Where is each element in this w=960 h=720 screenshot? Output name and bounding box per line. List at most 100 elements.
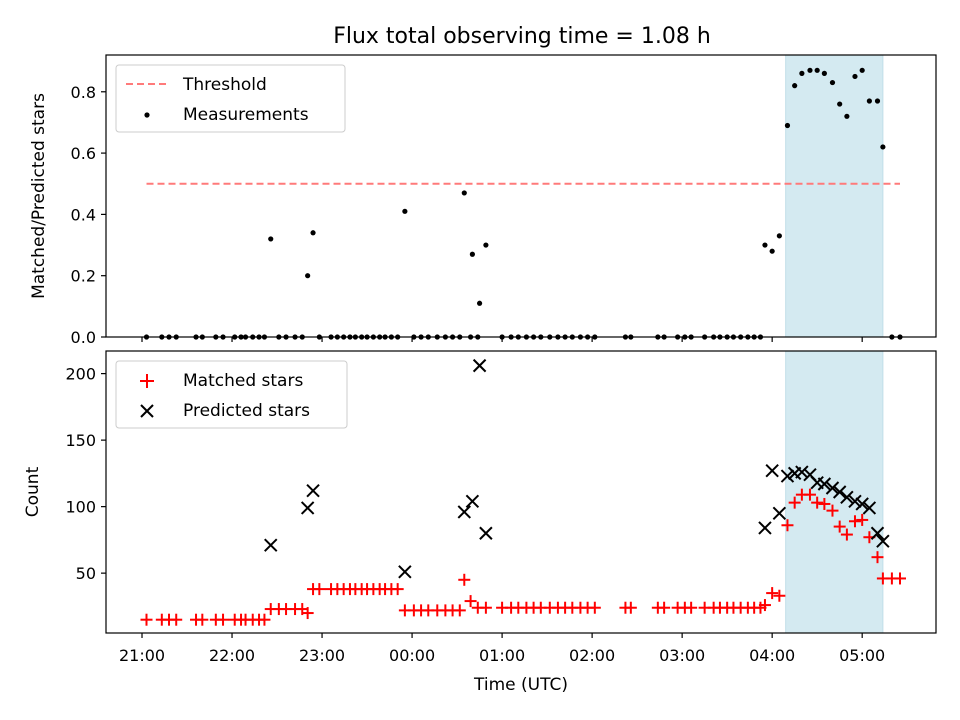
bottom-shade-layer (785, 350, 884, 634)
predicted-star-point-b (855, 497, 869, 511)
matched-star-point (391, 583, 404, 596)
measurement-point (776, 233, 782, 239)
x-tick-label: 22:00 (209, 646, 255, 665)
measurement-point (483, 242, 489, 248)
bottom-legend-box (115, 360, 348, 429)
measurement-point (866, 98, 872, 104)
predicted-star-point-b (862, 501, 877, 515)
measurement-point (268, 236, 274, 242)
matched-star-point (624, 601, 637, 614)
predicted-star-point (870, 526, 885, 540)
x-tick-label: 23:00 (299, 646, 345, 665)
measurement-point (814, 67, 820, 73)
legend-predicted-label: Predicted stars (183, 401, 310, 421)
predicted-star-point (758, 521, 772, 535)
bottom-axes-frame (105, 350, 937, 634)
predicted-star-point (840, 490, 854, 505)
matched-star-point (464, 595, 477, 608)
predicted-star-point-b (832, 485, 847, 499)
legend-threshold-label: Threshold (182, 75, 267, 95)
matched-star-point (818, 497, 831, 510)
matched-star-point (458, 573, 471, 586)
top-y-tick-label: 0.0 (71, 328, 96, 347)
predicted-star-point-b (825, 481, 840, 495)
predicted-star-point-b (300, 501, 315, 515)
top-y-axis: 0.0 0.2 0.4 0.6 0.8 (71, 83, 863, 347)
measurement-point (852, 73, 858, 80)
predicted-star-point (300, 501, 315, 515)
matched-star-point (766, 587, 779, 600)
predicted-star-point (472, 358, 487, 373)
predicted-star-point-b (870, 526, 885, 540)
bottom-axes-ticks: 50 100 150 200 21:00 22:00 23:00 00:00 01:00 02:0… (65, 365, 885, 665)
measurement-point (807, 67, 813, 73)
bottom-y-tick-label: 200 (65, 365, 96, 384)
matched-star-point (811, 496, 824, 509)
top-y-axis-label: Matched/Predicted stars (29, 93, 49, 299)
top-y-tick-label: 0.6 (71, 144, 96, 163)
matched-star-point (803, 488, 816, 501)
matched-star-point (848, 515, 861, 528)
matched-star-point (833, 520, 846, 533)
predicted-star-point-b (817, 477, 832, 491)
predicted-star-point (264, 538, 278, 552)
top-shade-layer (785, 54, 884, 338)
predicted-star-point (817, 477, 832, 491)
predicted-star-point (876, 534, 890, 548)
x-tick-label: 01:00 (479, 646, 525, 665)
matched-star-point (773, 589, 786, 602)
matched-star-point (453, 604, 466, 617)
top-axes-frame (105, 54, 937, 338)
chart-title: Flux total observing time = 1.08 h (333, 24, 711, 49)
x-tick-label: 00:00 (389, 646, 435, 665)
bottom-y-tick-label: 150 (65, 431, 96, 450)
x-tick-label: 04:00 (749, 646, 795, 665)
bottom-observing-span (785, 350, 884, 634)
matched-star-point (658, 601, 671, 614)
measurement-point (476, 300, 483, 306)
matched-star-point (685, 601, 698, 614)
predicted-star-point-b (264, 538, 278, 552)
matched-star-point (258, 613, 271, 626)
predicted-star-point-b (465, 494, 480, 509)
legend-predicted-swatch (140, 404, 154, 418)
legend-measurements-swatch (144, 112, 150, 118)
predicted-star-point (306, 483, 320, 498)
predicted-star-point-b (479, 526, 493, 540)
matched-star-point (313, 583, 326, 596)
measurement-point (305, 273, 311, 279)
matched-star-point (840, 528, 853, 541)
predicted-star-point (772, 506, 787, 520)
measurement-point (402, 208, 408, 214)
matched-star-point (826, 504, 839, 517)
measurement-point (762, 242, 768, 248)
matched-star-point (217, 613, 230, 626)
matched-star-point (479, 601, 492, 614)
predicted-star-point-b (472, 358, 487, 373)
predicted-star-point-b (876, 534, 890, 548)
predicted-star-point-b (810, 475, 824, 490)
matched-star-point (893, 572, 906, 585)
measurement-point (821, 70, 827, 76)
measurement-point (310, 230, 316, 236)
matched-star-point (781, 519, 794, 532)
x-tick-label: 05:00 (839, 646, 885, 665)
predicted-star-point-b (306, 483, 320, 498)
predicted-star-point-b (803, 468, 817, 482)
matched-star-point (588, 601, 601, 614)
measurement-point (844, 113, 850, 119)
measurement-point (792, 83, 798, 89)
x-tick-label: 21:00 (119, 646, 165, 665)
measurement-point (880, 144, 886, 150)
predicted-star-point (855, 497, 869, 511)
predicted-star-point-b (840, 490, 854, 505)
legend-matched-swatch (140, 374, 154, 388)
predicted-star-point (832, 485, 847, 499)
predicted-star-point (765, 464, 779, 478)
top-y-tick-label: 0.4 (71, 205, 96, 224)
top-y-tick-label: 0.8 (71, 83, 96, 102)
predicted-star-point (465, 494, 480, 509)
measurement-point (769, 248, 775, 254)
predicted-star-point (795, 465, 809, 479)
